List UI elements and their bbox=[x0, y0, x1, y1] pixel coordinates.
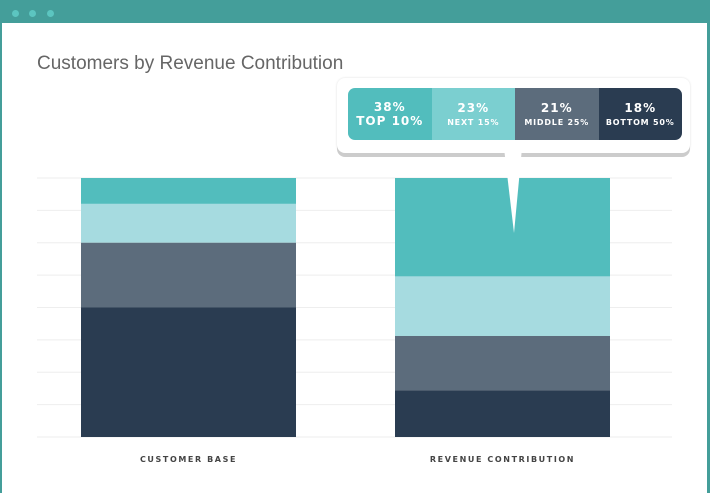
bar-segment-bottom-50--0[interactable] bbox=[81, 307, 296, 438]
callout-percent: 18% bbox=[624, 101, 657, 115]
bar-segment-top-10--1[interactable] bbox=[395, 178, 610, 277]
callout-segment: 18% BOTTOM 50% bbox=[598, 88, 682, 140]
bar-segment-middle-25--1[interactable] bbox=[395, 335, 610, 391]
bar-segment-next-15--0[interactable] bbox=[81, 203, 296, 243]
bar-segment-top-10--0[interactable] bbox=[81, 178, 296, 204]
window-titlebar bbox=[0, 0, 710, 23]
callout-segment: 23% NEXT 15% bbox=[431, 88, 515, 140]
callout-segment: 38% TOP 10% bbox=[348, 88, 432, 140]
callout-label: TOP 10% bbox=[356, 114, 424, 128]
callout-percent: 23% bbox=[457, 101, 490, 115]
callout-pointer bbox=[504, 148, 522, 233]
bar-segment-next-15--1[interactable] bbox=[395, 276, 610, 336]
callout-segments: 38% TOP 10% 23% NEXT 15% 21% MIDDLE 25% 18% BOT… bbox=[348, 88, 682, 140]
chart-title: Customers by Revenue Contribution bbox=[37, 53, 344, 74]
callout-label: BOTTOM 50% bbox=[605, 118, 675, 127]
callout-label: NEXT 15% bbox=[447, 118, 500, 127]
x-axis-label: CUSTOMER BASE bbox=[140, 455, 237, 464]
callout-percent: 21% bbox=[540, 101, 573, 115]
callout-segment: 21% MIDDLE 25% bbox=[515, 88, 599, 140]
window-minimize-dot[interactable] bbox=[29, 10, 36, 17]
window-maximize-dot[interactable] bbox=[47, 10, 54, 17]
bar-segment-bottom-50--1[interactable] bbox=[395, 390, 610, 437]
window-close-dot[interactable] bbox=[12, 10, 19, 17]
bar-segment-middle-25--0[interactable] bbox=[81, 242, 296, 308]
callout-label: MIDDLE 25% bbox=[524, 118, 590, 127]
callout-percent: 38% bbox=[373, 100, 406, 114]
x-axis-label: REVENUE CONTRIBUTION bbox=[430, 455, 575, 464]
callout-tooltip: 38% TOP 10% 23% NEXT 15% 21% MIDDLE 25% 18% BOT… bbox=[337, 78, 690, 233]
